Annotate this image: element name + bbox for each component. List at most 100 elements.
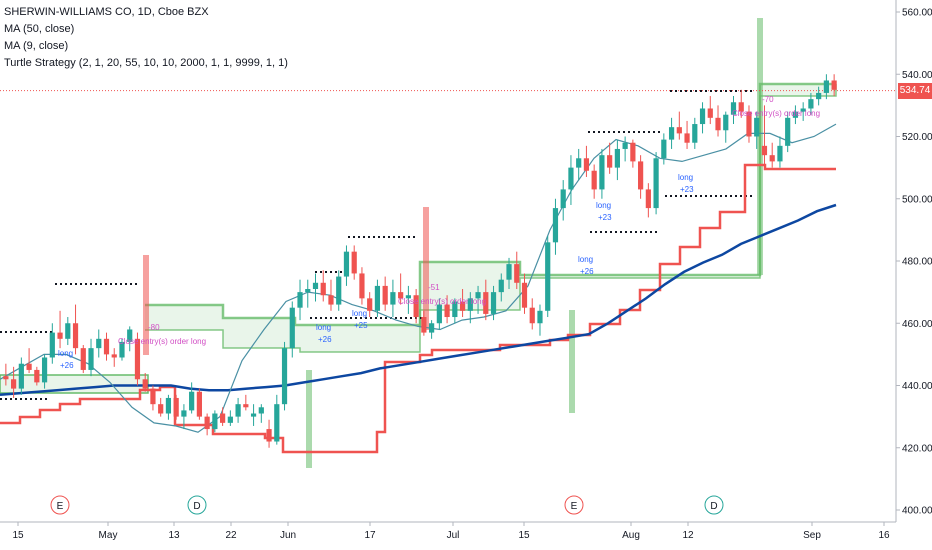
candle-body [452,301,458,318]
long-signal-label: long [58,349,73,358]
close-signal-label: Close entry(s) order long [118,337,206,346]
dividend-marker [187,495,207,515]
candle-body [816,92,822,100]
event-marker-label: E [57,501,64,512]
x-tick-label: 15 [12,530,24,541]
event-marker-label: D [710,501,717,512]
candle-body [591,170,597,190]
candle-body [336,276,342,305]
candle-body [305,289,311,293]
x-tick-label: 17 [364,530,376,541]
legend-ma9[interactable]: MA (9, close) [4,40,69,52]
candle-body [459,301,466,311]
symbol-title[interactable]: SHERWIN-WILLIAMS CO, 1D, Cboe BZX [4,6,209,18]
x-tick-label: 16 [878,530,890,541]
candle-body [777,145,783,162]
candle-body [614,148,620,168]
candle-body [583,158,590,171]
candle-body [189,391,195,411]
candle-body [800,108,806,112]
candle-body [723,114,729,131]
signal-bar [423,207,429,330]
candle-body [676,127,682,134]
candle-body [684,133,690,143]
candle-body [761,145,768,156]
y-tick-label: 540.00 [902,70,932,81]
candle-body [638,161,644,190]
candle-body [243,404,249,408]
turtle-band-fill [145,84,836,352]
candle-body [312,282,319,290]
event-marker-label: E [571,501,578,512]
candle-body [250,413,257,417]
candle-body [281,348,288,405]
candle-body [792,111,799,118]
candle-body [343,251,350,277]
candle-body [41,357,48,383]
candle-body [746,111,752,137]
candle-body [96,338,102,349]
candle-body [699,108,706,125]
candle-body [545,242,551,311]
legend-ma50[interactable]: MA (50, close) [4,23,75,35]
candle-body [785,117,791,146]
candle-body [444,304,450,318]
candle-body [142,379,148,389]
earnings-marker [50,495,70,515]
candle-body [831,80,837,90]
signal-bar [569,310,575,413]
candle-body [34,369,40,383]
candle-body [367,298,373,311]
candle-body [521,282,528,308]
long-signal-value: +25 [354,321,368,330]
candle-body [119,341,125,358]
candle-body [429,323,435,333]
candle-body [88,348,94,370]
candle-body [475,292,481,299]
x-tick-label: 13 [168,530,180,541]
candle-body [49,332,55,358]
candle-body [738,102,744,112]
turtle-band-lower [145,84,837,353]
candle-body [258,407,264,414]
signal-bar [306,370,312,468]
candle-body [3,376,9,380]
candle-body [165,397,172,414]
candle-body [328,295,334,305]
candle-body [80,348,86,370]
candle-body [645,189,651,209]
y-tick-label: 560.00 [902,8,932,19]
candle-body [65,323,71,339]
candles [3,74,837,448]
long-signal-value: +23 [598,213,612,222]
candle-body [220,413,226,423]
candle-body [483,292,489,314]
candle-body [351,251,357,274]
stop-line [0,163,836,454]
ma50-line [0,203,837,397]
candle-body [18,363,24,389]
candle-body [490,292,497,314]
candle-body [382,285,388,305]
candle-body [661,139,667,159]
candle-body [390,292,396,305]
candle-body [72,323,79,349]
candle-body [498,279,504,293]
candle-body [158,404,164,414]
candle-body [537,310,543,324]
candle-body [111,354,117,358]
candle-body [576,158,582,168]
candle-body [467,298,473,311]
close-signal-value: -51 [428,283,440,292]
close-signal-value: -80 [148,323,160,332]
candle-body [181,410,187,417]
legend-turtle[interactable]: Turtle Strategy (2, 1, 20, 55, 10, 10, 2… [4,57,288,69]
last-price-badge: 534.74 [898,82,932,99]
long-signal-value: +23 [680,185,694,194]
candle-body [529,307,535,324]
candle-body [103,338,110,355]
y-tick-label: 460.00 [902,319,932,330]
candle-body [227,416,233,423]
